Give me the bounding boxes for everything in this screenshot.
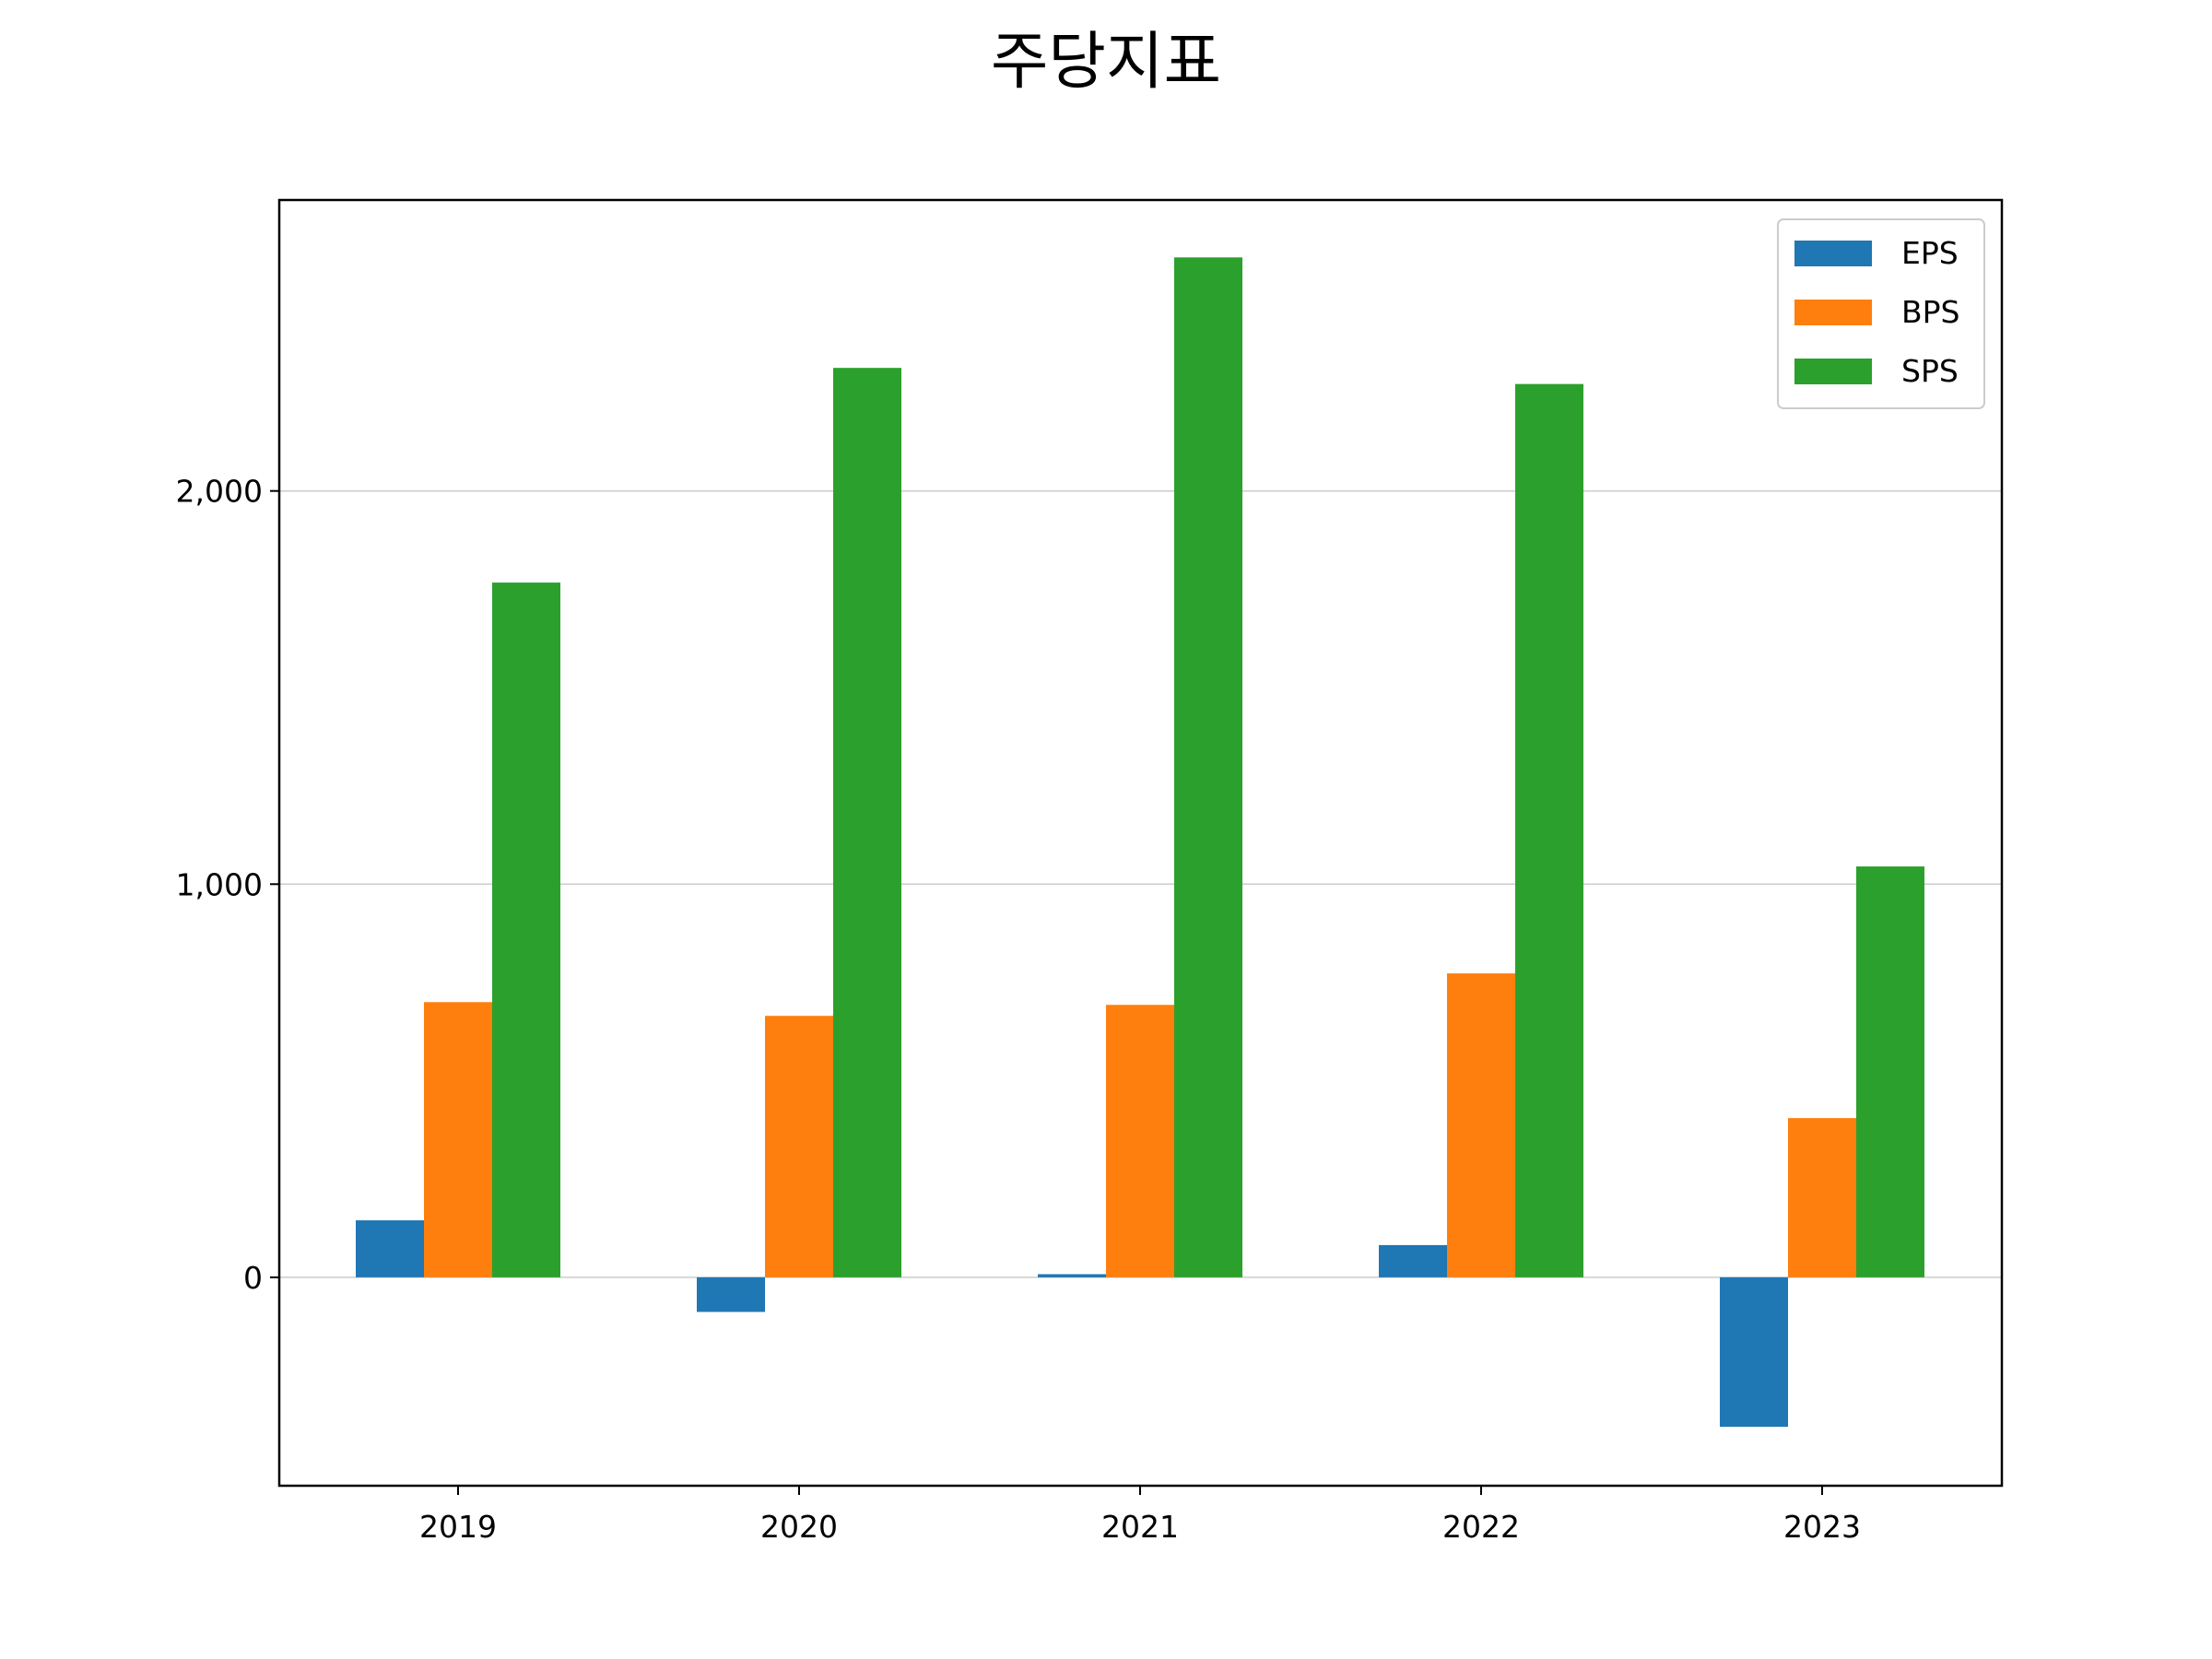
bars — [356, 257, 1924, 1428]
bar-eps-2023 — [1720, 1277, 1788, 1428]
x-tick-label: 2020 — [760, 1509, 838, 1545]
legend-swatch-sps — [1794, 359, 1872, 384]
x-tick-label: 2019 — [419, 1509, 497, 1545]
axis-ticks: 0 1,000 2,000 2019 2020 2021 2022 2023 — [176, 474, 1861, 1545]
bar-bps-2021 — [1106, 1005, 1174, 1277]
bar-bps-2022 — [1447, 973, 1515, 1277]
x-tick-label: 2021 — [1101, 1509, 1179, 1545]
legend-label-eps: EPS — [1901, 235, 1959, 271]
legend-label-sps: SPS — [1901, 353, 1959, 389]
bar-eps-2021 — [1038, 1274, 1106, 1277]
y-tick-label: 0 — [243, 1260, 263, 1296]
bar-sps-2020 — [833, 368, 901, 1277]
x-tick-label: 2022 — [1442, 1509, 1520, 1545]
bar-bps-2023 — [1788, 1118, 1856, 1277]
bar-eps-2019 — [356, 1220, 424, 1277]
x-tick-label: 2023 — [1783, 1509, 1861, 1545]
chart-title: 주당지표 — [991, 26, 1221, 99]
legend-swatch-eps — [1794, 241, 1872, 266]
legend-label-bps: BPS — [1901, 294, 1960, 330]
bar-bps-2019 — [424, 1002, 492, 1277]
bar-eps-2020 — [697, 1277, 765, 1312]
bar-sps-2021 — [1174, 257, 1242, 1277]
bar-sps-2023 — [1856, 866, 1924, 1277]
bar-bps-2020 — [765, 1016, 833, 1277]
y-tick-label: 2,000 — [176, 474, 263, 510]
y-tick-label: 1,000 — [176, 866, 263, 902]
bar-sps-2019 — [492, 582, 560, 1277]
bar-sps-2022 — [1515, 383, 1583, 1277]
legend-swatch-bps — [1794, 300, 1872, 325]
legend: EPS BPS SPS — [1777, 218, 1985, 409]
bar-eps-2022 — [1379, 1244, 1447, 1277]
